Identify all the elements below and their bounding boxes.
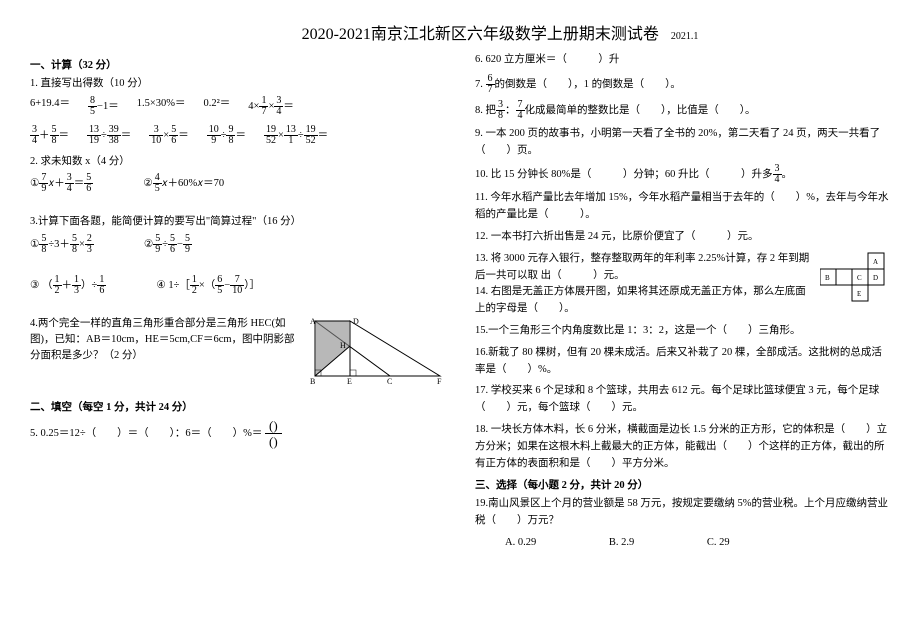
svg-text:D: D — [873, 274, 878, 282]
q17: 17. 学校买来 6 个足球和 8 个篮球，共用去 612 元。每个足球比篮球便… — [475, 383, 890, 417]
svg-text:B: B — [310, 377, 315, 386]
q12: 12. 一本书打六折出售是 24 元，比原价便宜了（ ）元。 — [475, 229, 890, 246]
q1-heading: 1. 直接写出得数（10 分） — [30, 76, 445, 92]
q19: 19.南山风景区上个月的营业额是 58 万元，按规定要缴纳 5%的营业税。上个月… — [475, 496, 890, 530]
q1-r1-b: 85−1＝ — [88, 96, 119, 117]
cube-unfold-diagram: A B C D E — [820, 251, 890, 306]
triangle-diagram: A D H B E C F — [305, 316, 445, 386]
q2-row: ①79𝑥＋34＝56 ②45𝑥＋60%𝑥＝70 — [30, 173, 445, 194]
left-column: 一、计算（32 分） 1. 直接写出得数（10 分） 6+19.4＝ 85−1＝… — [30, 52, 445, 556]
q3-row2: ③ （12＋13）÷16 ④ 1÷［12×（65−710）］ — [30, 275, 445, 296]
svg-text:C: C — [387, 377, 392, 386]
q2-b: ②45𝑥＋60%𝑥＝70 — [143, 173, 224, 194]
q1-r2-a: 34＋58＝ — [30, 125, 69, 146]
q19-opt-b: B. 2.9 — [609, 537, 634, 548]
title-text: 2020-2021南京江北新区六年级数学上册期末测试卷 — [302, 26, 659, 43]
svg-text:F: F — [437, 377, 442, 386]
q3-c: ③ （12＋13）÷16 — [30, 275, 106, 296]
q5-frac: ()() — [265, 418, 282, 449]
q1-r2-b: 1319÷3938＝ — [87, 125, 131, 146]
q11: 11. 今年水稻产量比去年增加 15%，今年水稻产量相当于去年的（ ）%，去年与… — [475, 190, 890, 224]
q4-wrap: 4.两个完全一样的直角三角形重合部分是三角形 HEC(如图)，已知：AB＝10c… — [30, 316, 445, 386]
q2-a: ①79𝑥＋34＝56 — [30, 173, 93, 194]
svg-text:C: C — [857, 274, 862, 282]
q18: 18. 一块长方体木料，长 6 分米，横截面是边长 1.5 分米的正方形，它的体… — [475, 422, 890, 472]
q3-d: ④ 1÷［12×（65−710）］ — [156, 275, 260, 296]
q1-r2-c: 310×56＝ — [149, 125, 188, 146]
q19-opt-a: A. 0.29 — [505, 537, 536, 548]
q9: 9. 一本 200 页的故事书，小明第一天看了全书的 20%，第二天看了 24 … — [475, 126, 890, 160]
q3-a: ①58÷3＋58×23 — [30, 234, 94, 255]
q1-r1-a: 6+19.4＝ — [30, 96, 70, 117]
svg-text:A: A — [310, 317, 316, 326]
exam-title: 2020-2021南京江北新区六年级数学上册期末测试卷 2021.1 — [110, 20, 890, 44]
q1-row1: 6+19.4＝ 85−1＝ 1.5×30%＝ 0.2²＝ 4×17×34＝ — [30, 96, 445, 117]
svg-text:H: H — [340, 341, 346, 350]
q6: 6. 620 立方厘米＝（ ）升 — [475, 52, 890, 69]
svg-text:A: A — [873, 258, 878, 266]
section-2-heading: 二、填空（每空 1 分，共计 24 分） — [30, 400, 445, 416]
right-column: 6. 620 立方厘米＝（ ）升 7. 67的倒数是（ ），1 的倒数是（ ）。… — [475, 52, 890, 556]
svg-text:E: E — [857, 290, 861, 298]
q19-options: A. 0.29 B. 2.9 C. 29 — [475, 535, 890, 552]
q1-row2: 34＋58＝ 1319÷3938＝ 310×56＝ 109÷98＝ 1952×1… — [30, 125, 445, 146]
q5-text: 5. 0.25＝12÷（ ）＝（ ）：6＝（ ）%＝ — [30, 428, 262, 439]
q4-text: 4.两个完全一样的直角三角形重合部分是三角形 HEC(如图)，已知：AB＝10c… — [30, 316, 299, 363]
section-1-heading: 一、计算（32 分） — [30, 58, 445, 74]
date-sub: 2021.1 — [671, 31, 699, 42]
q3-row1: ①58÷3＋58×23 ②59÷56−59 — [30, 234, 445, 255]
q3-b: ②59÷56−59 — [144, 234, 192, 255]
section-3-heading: 三、选择（每小题 2 分，共计 20 分） — [475, 478, 890, 494]
q16: 16.新栽了 80 棵树，但有 20 棵未成活。后来又补栽了 20 棵，全部成活… — [475, 345, 890, 379]
q2-heading: 2. 求未知数 x（4 分） — [30, 154, 445, 170]
q5-row: 5. 0.25＝12÷（ ）＝（ ）：6＝（ ）%＝ ()() — [30, 418, 445, 449]
q13-q14-block: A B C D E 13. 将 3000 元存入银行，整存整取两年的年利率 2.… — [475, 251, 890, 318]
two-column-layout: 一、计算（32 分） 1. 直接写出得数（10 分） 6+19.4＝ 85−1＝… — [30, 52, 890, 556]
q19-opt-c: C. 29 — [707, 537, 730, 548]
q1-r1-e: 4×17×34＝ — [248, 96, 294, 117]
q1-r2-d: 109÷98＝ — [207, 125, 246, 146]
svg-text:B: B — [825, 274, 830, 282]
q7: 7. 67的倒数是（ ），1 的倒数是（ ）。 — [475, 74, 890, 95]
svg-text:E: E — [347, 377, 352, 386]
q10: 10. 比 15 分钟长 80%是（ ）分钟；60 升比（ ）升多34。 — [475, 164, 890, 185]
q1-r1-d: 0.2²＝ — [204, 96, 231, 117]
q8: 8. 把38：74化成最简单的整数比是（ ），比值是（ ）。 — [475, 100, 890, 121]
svg-text:D: D — [353, 317, 359, 326]
q15: 15.一个三角形三个内角度数比是 1：3：2，这是一个（ ）三角形。 — [475, 323, 890, 340]
q3-heading: 3.计算下面各题，能简便计算的要写出"简算过程"（16 分） — [30, 214, 445, 230]
q1-r1-c: 1.5×30%＝ — [137, 96, 186, 117]
q1-r2-e: 1952×131÷1952＝ — [264, 125, 328, 146]
